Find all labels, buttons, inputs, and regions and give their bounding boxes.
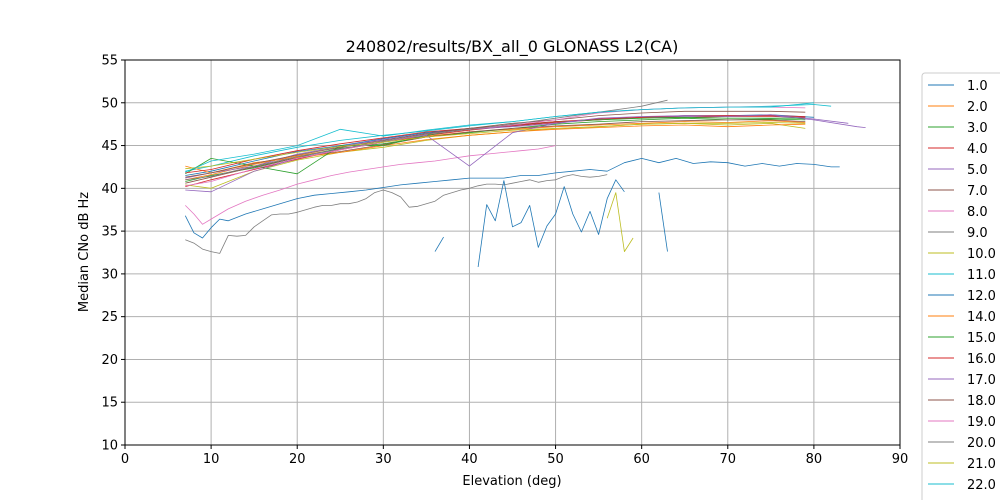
y-tick-label: 20 — [101, 353, 118, 368]
legend-label: 15.0 — [967, 331, 996, 346]
series-line-21-0 — [185, 122, 806, 170]
x-tick-label: 20 — [289, 452, 306, 467]
x-tick-label: 70 — [720, 452, 737, 467]
x-tick-label: 90 — [892, 452, 909, 467]
x-tick-label: 80 — [806, 452, 823, 467]
series-line-9-0 — [185, 174, 608, 254]
series-line-7-0 — [185, 119, 806, 184]
series-fragment — [434, 236, 444, 252]
series-line-22-0 — [185, 102, 814, 173]
series-fragment — [658, 192, 668, 252]
legend-label: 10.0 — [967, 247, 996, 262]
x-tick-label: 30 — [375, 452, 392, 467]
legend-label: 19.0 — [967, 415, 996, 430]
x-tick-label: 40 — [461, 452, 478, 467]
legend-label: 11.0 — [967, 268, 996, 283]
x-axis: 0 10 20 30 40 50 60 70 80 90 — [121, 445, 908, 467]
legend-label: 18.0 — [967, 394, 996, 409]
legend-label: 22.0 — [967, 478, 996, 493]
series-line-8-0 — [185, 145, 556, 225]
legend-label: 7.0 — [967, 184, 988, 199]
legend-label: 3.0 — [967, 121, 988, 136]
y-tick-label: 15 — [101, 396, 118, 411]
y-tick-label: 35 — [101, 225, 118, 240]
y-tick-label: 55 — [101, 54, 118, 69]
x-tick-label: 60 — [633, 452, 650, 467]
legend-label: 1.0 — [967, 79, 988, 94]
y-tick-label: 10 — [101, 439, 118, 454]
series-line-14-0 — [185, 123, 806, 174]
y-tick-label: 40 — [101, 182, 118, 197]
y-axis: 10 15 20 25 30 35 40 45 50 55 — [101, 54, 125, 454]
x-tick-label: 50 — [547, 452, 564, 467]
x-axis-label: Elevation (deg) — [462, 474, 561, 489]
series-line-17-0 — [185, 114, 849, 193]
legend-label: 9.0 — [967, 226, 988, 241]
legend-box — [921, 72, 1000, 500]
legend-label: 14.0 — [967, 310, 996, 325]
series-line-12-0 — [184, 157, 840, 239]
y-tick-label: 50 — [101, 96, 118, 111]
series-line-18-0 — [185, 110, 806, 178]
x-tick-label: 10 — [203, 452, 220, 467]
legend-label: 12.0 — [967, 289, 996, 304]
chart-title: 240802/results/BX_all_0 GLONASS L2(CA) — [346, 37, 679, 57]
series-fragment — [606, 192, 634, 253]
y-axis-label: Median CNo dB Hz — [77, 192, 92, 312]
legend-label: 5.0 — [967, 163, 988, 178]
legend-label: 4.0 — [967, 142, 988, 157]
y-tick-label: 25 — [101, 310, 118, 325]
legend: 1.0 2.0 3.0 4.0 5.0 7.0 8.0 9.0 10.0 11.0 12.0 14.0… — [921, 72, 1000, 500]
series-layer — [184, 99, 866, 268]
legend-label: 21.0 — [967, 457, 996, 472]
legend-label: 16.0 — [967, 352, 996, 367]
legend-label: 20.0 — [967, 436, 996, 451]
legend-label: 2.0 — [967, 100, 988, 115]
grid-lines — [124, 59, 901, 446]
y-tick-label: 30 — [101, 267, 118, 282]
plot-frame — [124, 59, 901, 446]
legend-label: 8.0 — [967, 205, 988, 220]
y-tick-label: 45 — [101, 139, 118, 154]
legend-label: 17.0 — [967, 373, 996, 388]
x-tick-label: 0 — [121, 452, 129, 467]
series-fragment — [477, 179, 625, 268]
